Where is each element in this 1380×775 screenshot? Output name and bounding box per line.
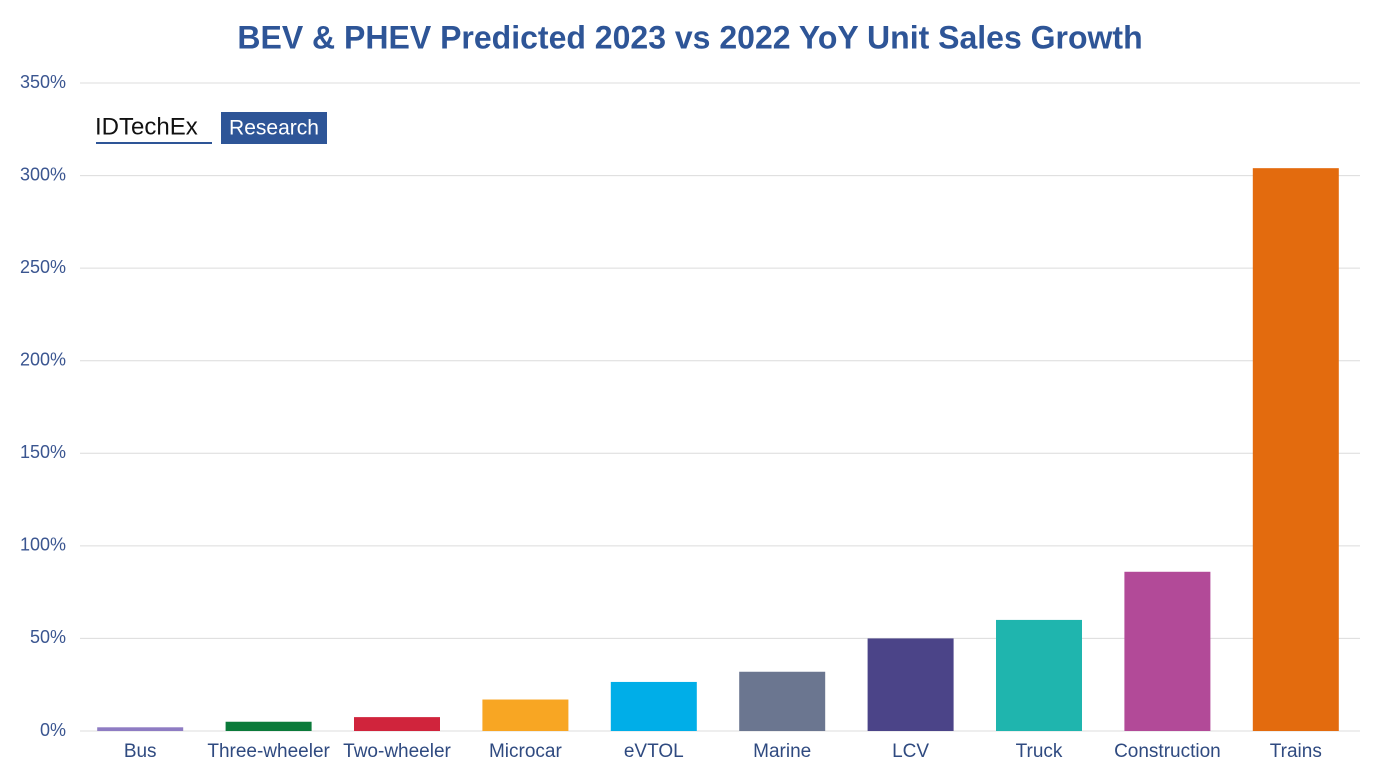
x-tick-label: Trains [1270,741,1322,762]
x-tick-label: Microcar [489,741,563,762]
y-tick-label: 50% [30,627,66,647]
bar [867,638,954,731]
bar [1252,168,1339,731]
y-tick-label: 250% [20,257,66,277]
y-tick-label: 100% [20,535,66,555]
bar [482,699,569,731]
bar [354,717,440,731]
bar [610,681,697,731]
y-tick-label: 0% [40,720,66,740]
y-tick-label: 150% [20,442,66,462]
y-tick-label: 300% [20,164,66,184]
x-tick-label: Three-wheeler [207,741,330,762]
x-tick-label: LCV [892,741,929,762]
chart-title: BEV & PHEV Predicted 2023 vs 2022 YoY Un… [237,19,1142,55]
logo-box [221,112,327,144]
bar [97,727,184,731]
y-tick-label: 200% [20,349,66,369]
x-tick-label: Truck [1016,741,1063,762]
logo-brand: IDTechEx [95,113,198,140]
bar [1124,571,1211,731]
logo: IDTechEx Research [95,112,327,144]
bar [225,721,312,731]
x-tick-label: Marine [753,741,811,762]
y-tick-label: 350% [20,72,66,92]
x-tick-label: Construction [1114,741,1221,762]
x-tick-label: Bus [124,741,157,762]
bar [996,619,1082,731]
logo-suffix: Research [229,117,319,140]
bar [739,671,826,731]
x-tick-label: eVTOL [624,741,684,762]
x-tick-label: Two-wheeler [343,741,451,762]
